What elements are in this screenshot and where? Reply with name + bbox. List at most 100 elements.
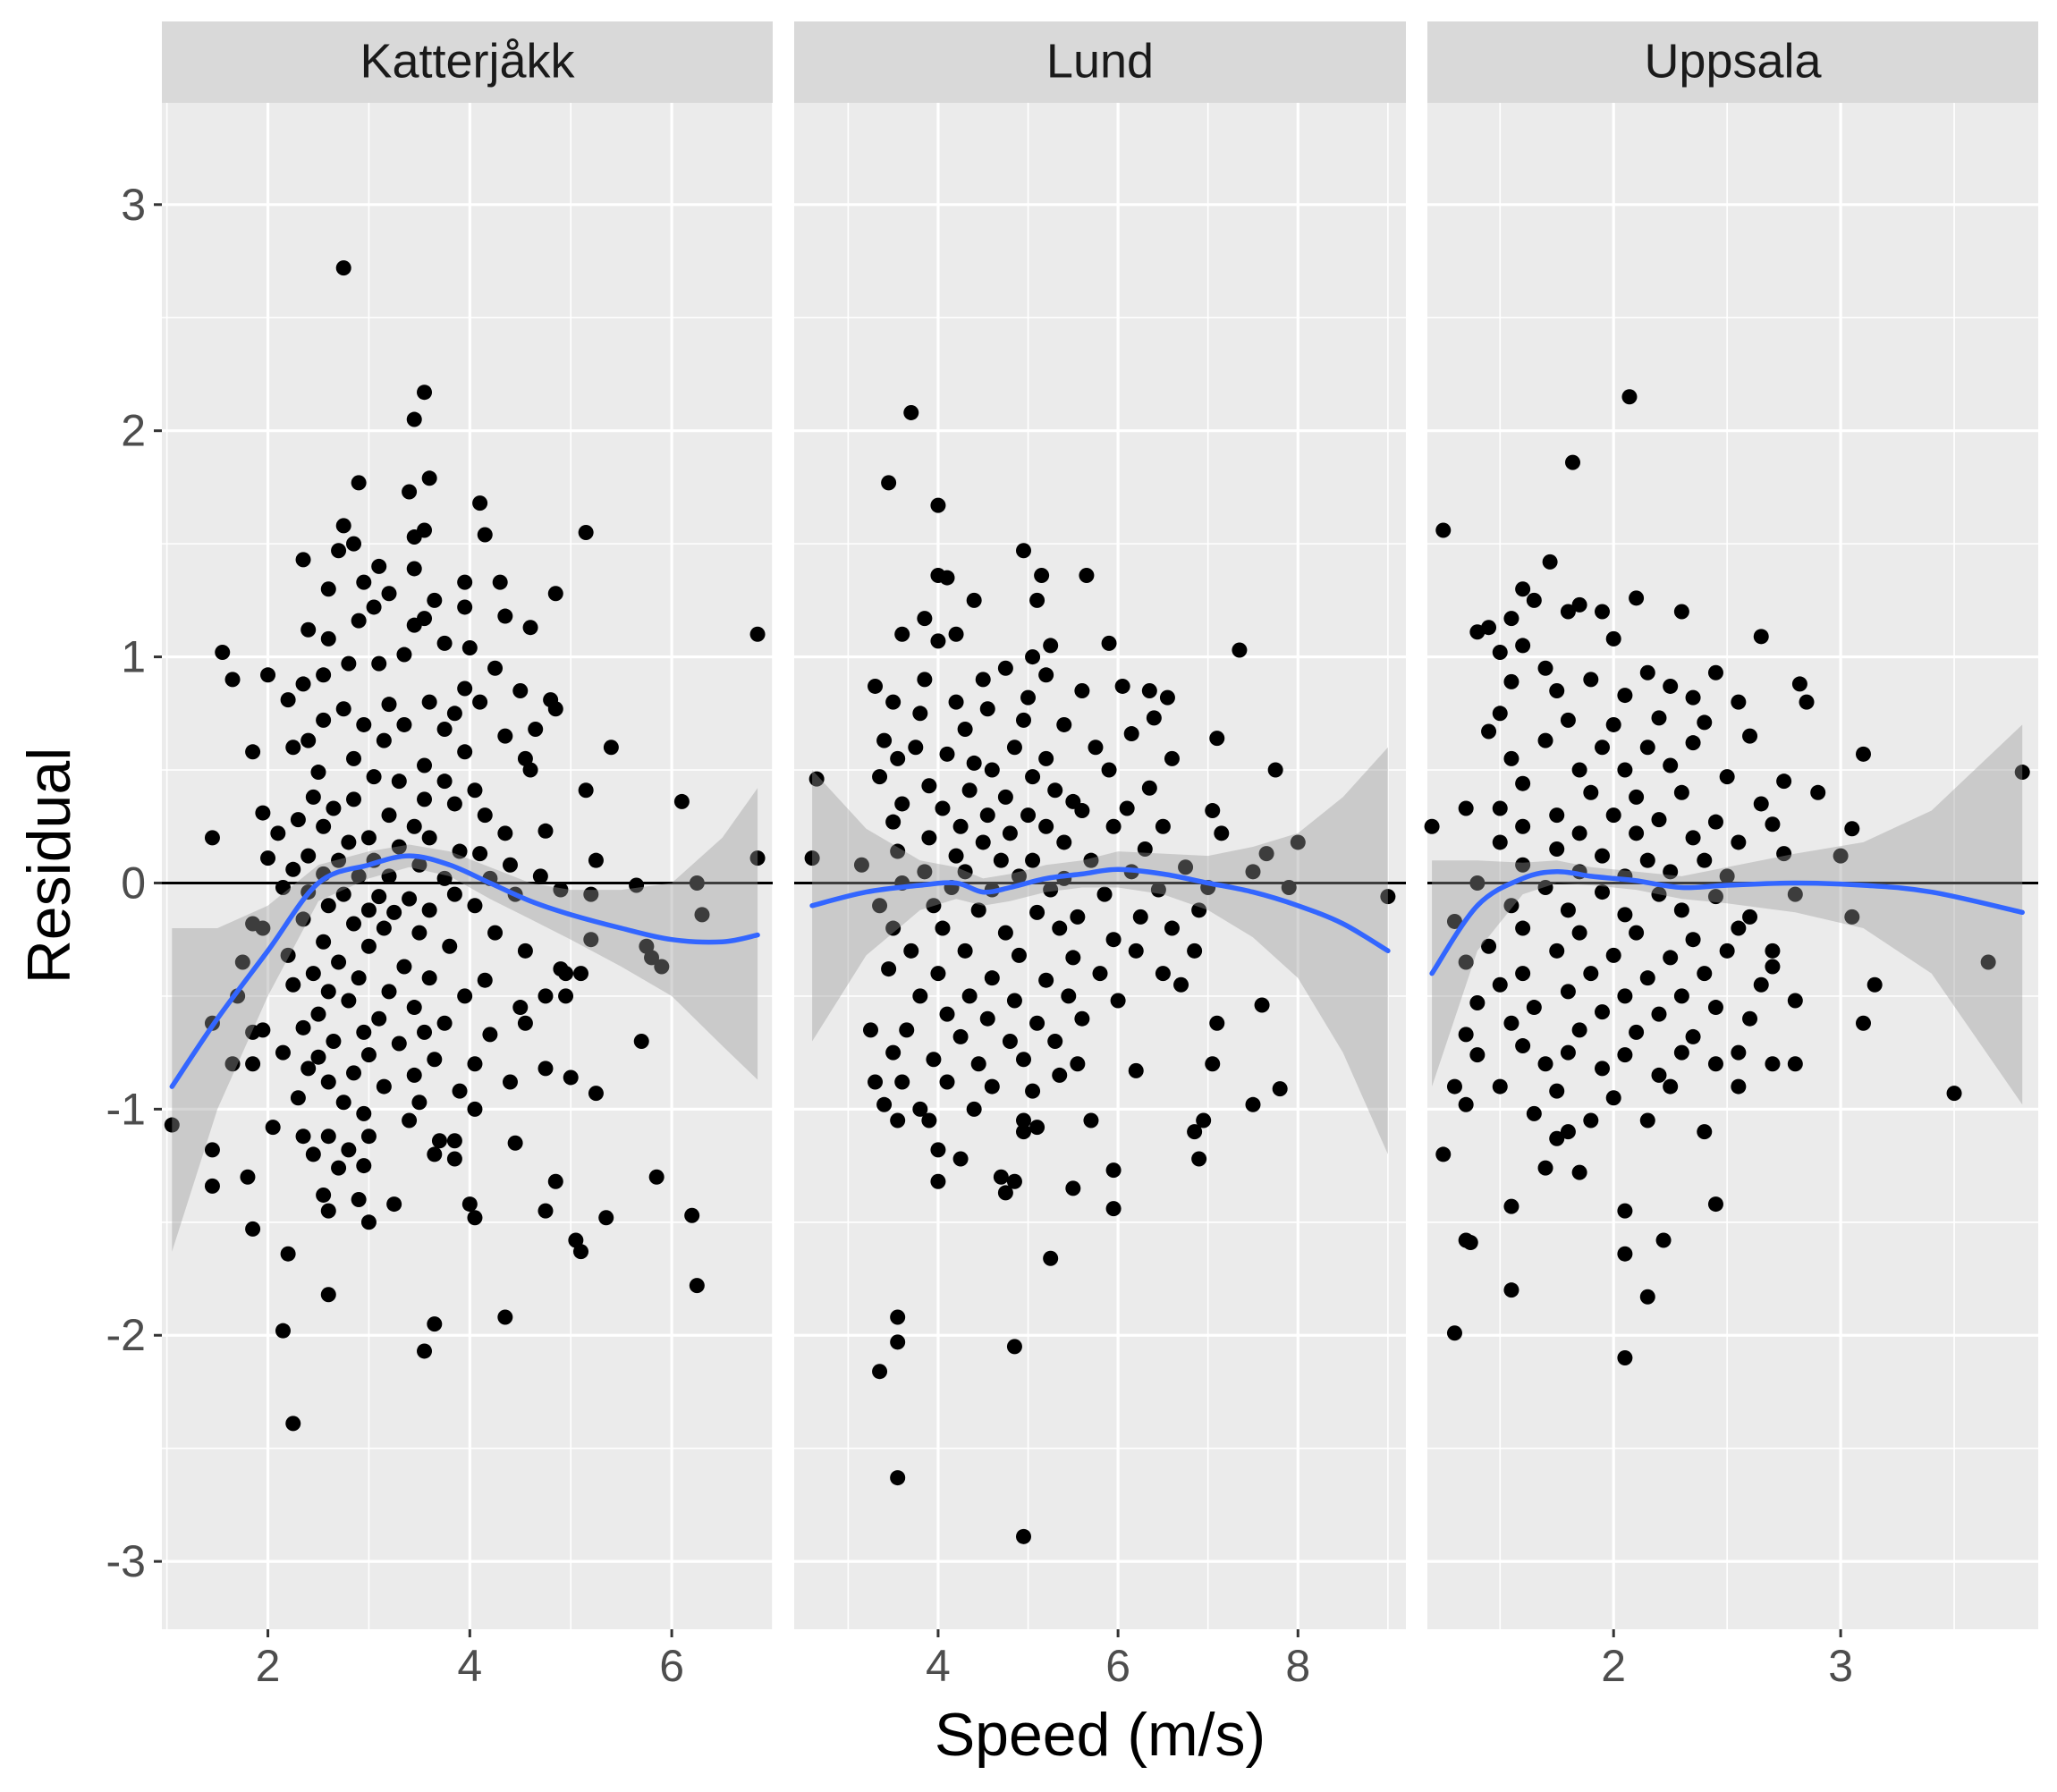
data-point <box>930 966 946 982</box>
data-point <box>331 954 347 970</box>
data-point <box>1707 664 1723 680</box>
data-point <box>997 789 1013 805</box>
data-point <box>1016 1528 1031 1544</box>
data-point <box>1515 818 1531 834</box>
data-point <box>1549 841 1565 858</box>
data-point <box>457 988 473 1004</box>
data-point <box>1492 800 1508 816</box>
data-point <box>921 1112 937 1128</box>
data-point <box>356 1158 372 1174</box>
data-point <box>522 620 538 636</box>
data-point <box>1503 1198 1519 1214</box>
data-point <box>341 1142 357 1158</box>
facet-strip <box>162 21 773 103</box>
data-point <box>280 947 296 963</box>
data-point <box>497 608 513 624</box>
data-point <box>1629 825 1645 841</box>
data-point <box>979 1010 995 1027</box>
data-point <box>255 805 271 821</box>
data-point <box>603 740 619 756</box>
data-point <box>396 959 412 975</box>
data-point <box>411 857 427 873</box>
data-point <box>421 902 437 918</box>
data-point <box>1564 454 1580 470</box>
data-point <box>1458 1027 1474 1043</box>
data-point <box>285 861 301 877</box>
data-point <box>894 1074 910 1090</box>
data-point <box>1052 1067 1068 1083</box>
data-point <box>204 1142 220 1158</box>
data-point <box>1629 1024 1645 1040</box>
data-point <box>446 1133 462 1149</box>
data-point <box>689 1278 705 1294</box>
data-point <box>633 1033 649 1049</box>
data-point <box>326 800 342 816</box>
data-point <box>2014 765 2030 781</box>
data-point <box>1731 694 1747 710</box>
data-point <box>1697 966 1713 982</box>
data-point <box>1191 1151 1207 1167</box>
data-point <box>442 938 458 954</box>
data-point <box>1663 864 1679 880</box>
data-point <box>921 830 937 846</box>
data-point <box>948 626 964 642</box>
x-tick-label: 6 <box>659 1641 684 1691</box>
data-point <box>1159 689 1175 706</box>
data-point <box>320 1074 336 1090</box>
data-point <box>1719 868 1735 884</box>
data-point <box>1209 1015 1225 1031</box>
data-point <box>583 886 599 902</box>
data-point <box>1605 630 1621 647</box>
data-point <box>1424 818 1440 834</box>
data-point <box>573 966 589 982</box>
data-point <box>1016 1052 1031 1068</box>
data-point <box>1029 1015 1045 1031</box>
data-point <box>1833 848 1849 864</box>
data-point <box>427 1146 443 1162</box>
y-tick-label: 2 <box>121 406 146 456</box>
data-point <box>1639 740 1655 756</box>
data-point <box>335 886 351 902</box>
data-point <box>316 667 332 683</box>
data-point <box>966 592 982 608</box>
data-point <box>1583 672 1599 688</box>
data-point <box>1187 942 1203 959</box>
data-point <box>1155 966 1171 982</box>
data-point <box>1205 1056 1221 1072</box>
data-point <box>1006 993 1022 1009</box>
data-point <box>1481 620 1497 636</box>
data-point <box>1571 762 1587 778</box>
data-point <box>1469 994 1486 1010</box>
data-point <box>1006 740 1022 756</box>
data-point <box>204 1178 220 1194</box>
data-point <box>926 898 942 914</box>
data-point <box>396 716 412 732</box>
data-point <box>639 938 655 954</box>
data-point <box>497 1309 513 1325</box>
data-point <box>1753 796 1769 812</box>
data-point <box>984 762 1000 778</box>
data-point <box>164 1117 180 1133</box>
data-point <box>930 497 946 513</box>
data-point <box>1043 1250 1059 1266</box>
data-point <box>421 970 437 986</box>
data-point <box>1254 997 1270 1013</box>
data-point <box>966 1101 982 1117</box>
data-point <box>1787 993 1803 1009</box>
data-point <box>890 1112 906 1128</box>
data-point <box>285 740 301 756</box>
data-point <box>1583 1112 1599 1128</box>
data-point <box>881 961 897 977</box>
data-point <box>411 925 427 941</box>
data-point <box>808 771 825 787</box>
data-point <box>477 972 493 988</box>
data-point <box>930 633 946 649</box>
data-point <box>1034 568 1050 584</box>
data-point <box>1542 554 1558 570</box>
data-point <box>1258 846 1274 862</box>
data-point <box>502 857 518 873</box>
data-point <box>1209 731 1225 747</box>
data-point <box>654 959 670 975</box>
data-point <box>351 868 367 884</box>
data-point <box>1663 678 1679 694</box>
